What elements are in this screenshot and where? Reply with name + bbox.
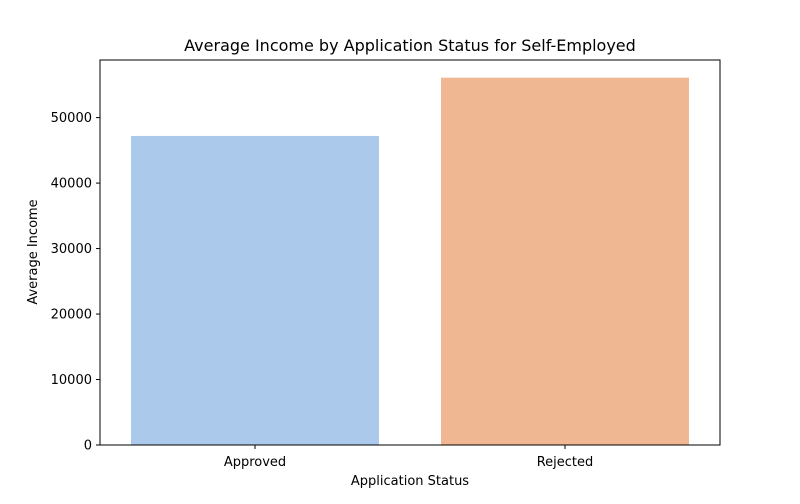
y-axis-label: Average Income: [26, 199, 41, 304]
bar-rejected: [441, 77, 689, 445]
x-axis-ticks: Approved Rejected: [224, 445, 593, 470]
y-tick-label: 30000: [51, 242, 92, 257]
y-tick-label: 40000: [51, 177, 92, 192]
y-tick-label: 10000: [51, 373, 92, 388]
x-tick-label: Approved: [224, 455, 286, 470]
bar-approved: [131, 135, 379, 445]
x-tick-label: Rejected: [537, 455, 594, 470]
y-tick-label: 50000: [51, 111, 92, 126]
y-tick-label: 20000: [51, 308, 92, 323]
y-tick-label: 0: [84, 439, 92, 454]
chart-title: Average Income by Application Status for…: [184, 36, 636, 55]
bars: [131, 77, 689, 445]
x-axis-label: Application Status: [351, 474, 469, 489]
y-axis-ticks: 0 10000 20000 30000 40000 50000: [51, 111, 100, 454]
plot-frame: [99, 59, 721, 446]
